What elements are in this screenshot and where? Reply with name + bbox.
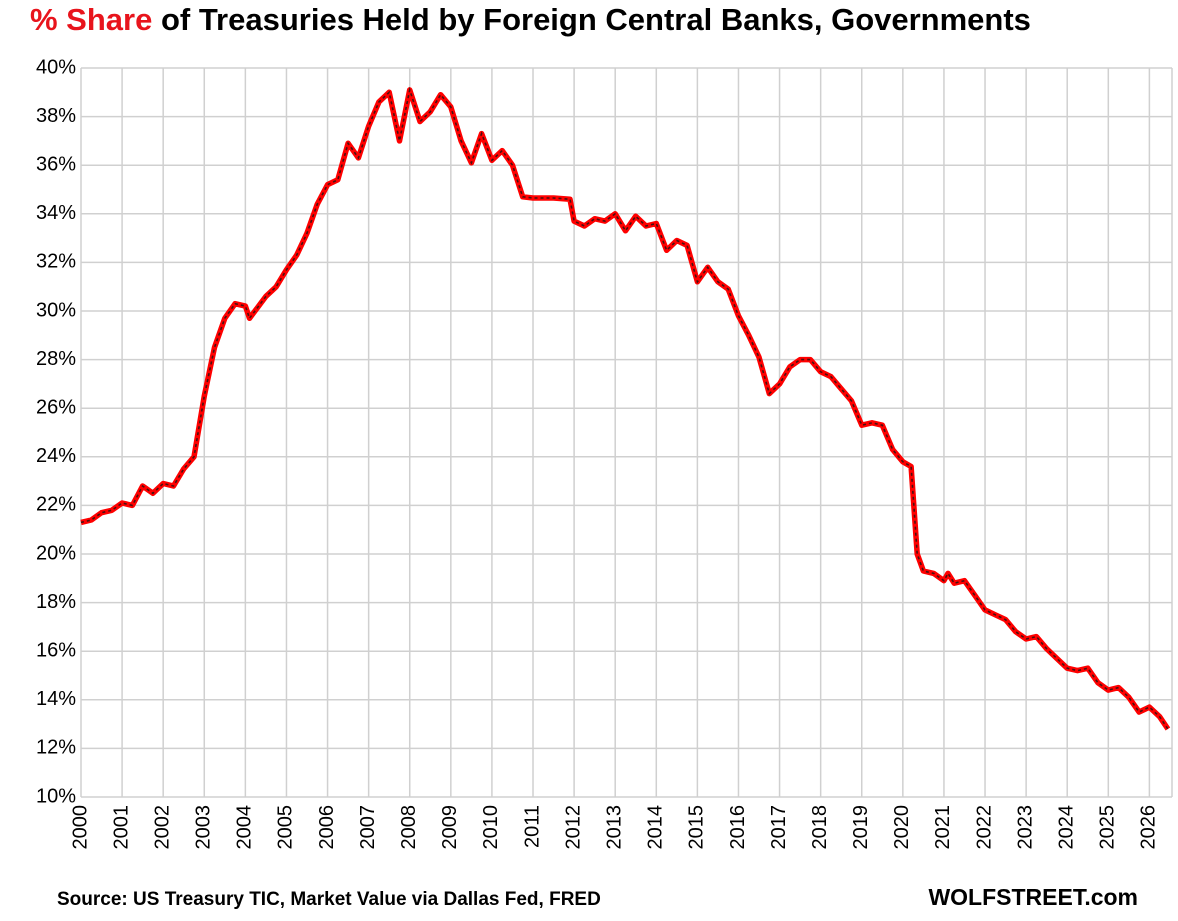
x-tick-label: 2021 <box>932 805 954 850</box>
x-tick-label: 2005 <box>275 805 297 850</box>
chart-title: % Share of Treasuries Held by Foreign Ce… <box>30 2 1031 37</box>
x-tick-label: 2012 <box>562 805 584 850</box>
x-tick-label: 2023 <box>1014 805 1036 850</box>
y-tick-label: 26% <box>36 396 76 418</box>
y-tick-label: 28% <box>36 348 76 370</box>
y-tick-label: 38% <box>36 105 76 127</box>
x-tick-label: 2025 <box>1097 805 1119 850</box>
y-tick-label: 16% <box>36 639 76 661</box>
y-tick-label: 24% <box>36 445 76 467</box>
x-tick-label: 2019 <box>850 805 872 850</box>
x-tick-label: 2026 <box>1138 805 1160 850</box>
source-note: Source: US Treasury TIC, Market Value vi… <box>57 889 601 910</box>
x-tick-label: 2011 <box>521 805 543 848</box>
y-tick-label: 22% <box>36 494 76 516</box>
y-tick-label: 30% <box>36 299 76 321</box>
x-tick-label: 2013 <box>603 805 625 850</box>
x-tick-label: 2022 <box>973 805 995 850</box>
x-tick-label: 2003 <box>193 805 215 850</box>
x-tick-label: 2009 <box>439 805 461 850</box>
y-tick-label: 10% <box>36 785 76 807</box>
x-tick-label: 2004 <box>234 805 256 850</box>
watermark: WOLFSTREET.com <box>928 884 1138 910</box>
x-tick-label: 2008 <box>398 805 420 850</box>
y-tick-label: 32% <box>36 251 76 273</box>
x-tick-label: 2000 <box>69 805 91 850</box>
y-tick-label: 18% <box>36 591 76 613</box>
y-tick-label: 34% <box>36 202 76 224</box>
x-tick-label: 2015 <box>686 805 708 850</box>
title-rest: of Treasuries Held by Foreign Central Ba… <box>152 2 1031 37</box>
y-tick-label: 14% <box>36 688 76 710</box>
y-tick-label: 12% <box>36 737 76 759</box>
title-highlight: % Share <box>30 2 152 37</box>
x-tick-label: 2016 <box>727 805 749 850</box>
x-tick-label: 2014 <box>645 805 667 850</box>
data-line <box>80 87 1171 731</box>
x-tick-label: 2007 <box>357 805 379 850</box>
x-tick-label: 2024 <box>1055 805 1077 850</box>
x-tick-label: 2001 <box>110 805 132 850</box>
x-tick-label: 2002 <box>151 805 173 850</box>
x-tick-label: 2020 <box>891 805 913 850</box>
x-tick-label: 2017 <box>768 805 790 850</box>
data-line-dash <box>80 86 1169 730</box>
x-tick-label: 2018 <box>809 805 831 850</box>
y-tick-label: 40% <box>36 56 76 78</box>
x-tick-label: 2006 <box>316 805 338 850</box>
y-tick-label: 36% <box>36 153 76 175</box>
y-tick-label: 20% <box>36 542 76 564</box>
x-tick-label: 2010 <box>480 805 502 850</box>
